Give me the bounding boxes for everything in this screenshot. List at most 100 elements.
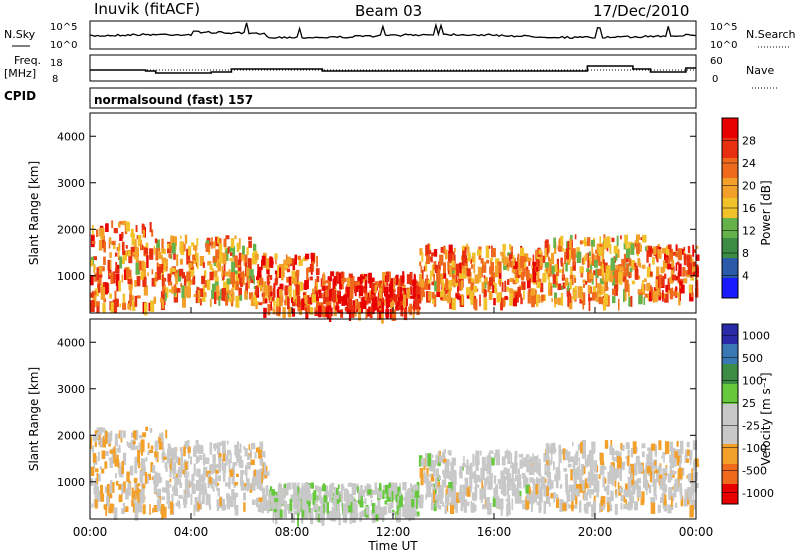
xtick-label: 12:00 [376,525,411,539]
power-cell [266,269,270,275]
power-cell [327,310,332,319]
power-colorbar-segment [722,218,738,238]
power-cell [209,271,214,281]
power-cell [246,273,249,282]
velocity-cell [640,498,645,506]
power-cell [564,277,569,286]
velocity-cell [126,471,130,483]
velocity-cell [676,449,681,456]
velocity-cell [575,450,579,456]
power-cell [193,245,198,251]
power-cell [509,244,512,250]
velocity-cell [630,473,633,480]
power-cell [413,273,416,284]
velocity-cell [236,452,241,463]
power-cell [678,291,680,304]
power-cell [253,292,257,303]
power-cell [292,261,296,271]
velocity-cell [164,462,168,469]
velocity-cell [432,454,434,458]
velocity-cell [528,465,534,475]
power-cell [569,249,571,262]
velocity-cell [672,494,675,500]
velocity-cell [216,486,218,491]
power-cell [315,292,318,300]
power-cell [628,272,631,279]
power-cell [546,264,551,275]
power-cell [166,266,168,272]
velocity-colorbar-tick-label: -1000 [742,487,774,500]
velocity-cell [550,493,555,499]
velocity-cell [188,479,191,484]
velocity-cell [212,486,215,492]
power-cell [211,289,215,300]
velocity-cell [90,466,95,476]
velocity-cell [225,459,228,466]
power-cell [461,295,464,306]
power-cell [286,256,291,265]
velocity-cell [506,483,510,495]
velocity-colorbar-tick-label: 25 [742,397,756,410]
velocity-cell [628,465,631,474]
velocity-cell [407,491,412,503]
velocity-cell [379,485,382,492]
velocity-cell [570,494,574,502]
power-cell [103,241,106,253]
velocity-cell [543,478,547,484]
power-cell [658,274,663,287]
velocity-cell [567,503,570,509]
velocity-cell [247,482,252,490]
velocity-cell [255,447,259,453]
power-cell [555,281,558,286]
power-cell [132,252,137,256]
power-cell [130,296,134,300]
velocity-cell [93,481,99,493]
power-cell [136,276,141,287]
velocity-cell [290,494,293,502]
power-cell [566,241,568,255]
power-cell [207,261,212,266]
velocity-cell [525,484,530,494]
power-cell [416,308,420,315]
power-cell [118,280,121,292]
velocity-cell [435,502,440,508]
power-cell [314,307,319,317]
power-cell [142,276,147,287]
velocity-cell [246,462,251,469]
velocity-cell [359,511,363,522]
velocity-cell [610,475,614,484]
velocity-cell [301,506,305,518]
velocity-cell [259,459,264,465]
power-cell [592,286,597,298]
power-cell [391,309,397,321]
power-cell [244,254,248,266]
velocity-cell [656,473,659,483]
power-cell [523,290,525,300]
power-cell [692,261,696,271]
power-cell [512,255,515,263]
velocity-cell [584,483,589,489]
power-cell [215,257,220,268]
velocity-cell [198,476,202,488]
power-cell [483,289,487,298]
velocity-cell [383,506,387,515]
power-cell [215,295,218,300]
velocity-cell [599,503,601,513]
power-cell [380,297,385,303]
velocity-cell [650,502,656,514]
velocity-cell [596,486,599,498]
velocity-cell [459,484,463,495]
power-cell [562,282,566,289]
power-cell [683,253,687,266]
velocity-cell [470,500,473,513]
velocity-cell [653,488,657,497]
power-cell [509,293,513,306]
power-cell [601,257,604,269]
power-cell [144,247,149,255]
velocity-cell [650,466,654,478]
power-cell [91,241,96,244]
power-cell [493,283,497,293]
power-cell [671,265,675,273]
power-cell [522,256,527,263]
power-cell [492,285,495,293]
